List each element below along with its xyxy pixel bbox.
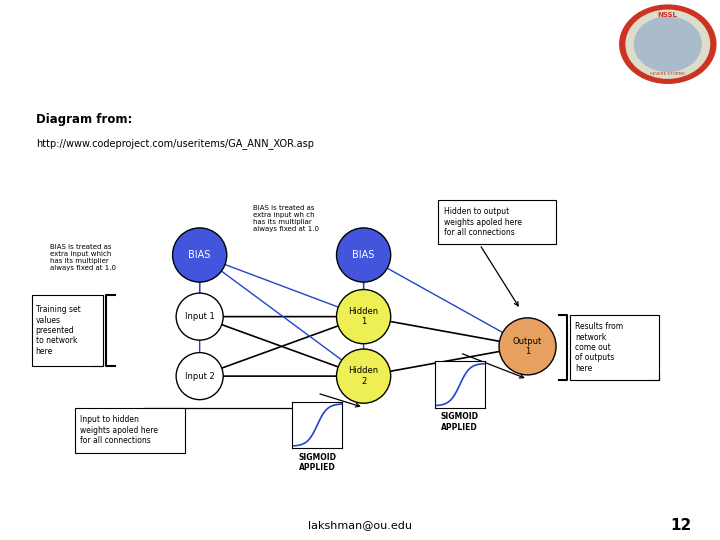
Text: BIAS is treated as
extra input wh ch
has its multipliar
always fixed at 1.0: BIAS is treated as extra input wh ch has… bbox=[253, 205, 319, 232]
Bar bbox=[75, 408, 185, 453]
Text: lakshman@ou.edu: lakshman@ou.edu bbox=[308, 520, 412, 530]
Text: BIAS is treated as
extra input which
has its multiplier
always fixed at 1.0: BIAS is treated as extra input which has… bbox=[50, 244, 116, 271]
Text: NSSL: NSSL bbox=[658, 12, 678, 18]
Ellipse shape bbox=[176, 293, 223, 340]
Text: BIAS: BIAS bbox=[352, 250, 375, 260]
Text: Hidden
1: Hidden 1 bbox=[348, 307, 379, 326]
Ellipse shape bbox=[336, 228, 391, 282]
Text: Input 1: Input 1 bbox=[185, 312, 215, 321]
Text: A example neural network: A example neural network bbox=[18, 35, 421, 64]
Text: Input 2: Input 2 bbox=[185, 372, 215, 381]
Bar bbox=[438, 200, 556, 245]
Text: Hidden to output
weights apoled here
for all connections: Hidden to output weights apoled here for… bbox=[444, 207, 522, 237]
Circle shape bbox=[626, 10, 709, 78]
Text: BIAS: BIAS bbox=[189, 250, 211, 260]
Ellipse shape bbox=[499, 318, 556, 375]
Text: 12: 12 bbox=[670, 517, 691, 532]
Circle shape bbox=[634, 17, 701, 71]
Ellipse shape bbox=[176, 353, 223, 400]
Text: Training set
values
presented
to network
here: Training set values presented to network… bbox=[36, 305, 81, 356]
Ellipse shape bbox=[173, 228, 227, 282]
Text: Diagram from:: Diagram from: bbox=[36, 113, 132, 126]
Text: Hidden
2: Hidden 2 bbox=[348, 367, 379, 386]
Text: SIGMOID
APPLIED: SIGMOID APPLIED bbox=[441, 412, 479, 431]
Circle shape bbox=[620, 5, 716, 83]
Text: http://www.codeproject.com/useritems/GA_ANN_XOR.asp: http://www.codeproject.com/useritems/GA_… bbox=[36, 138, 314, 149]
FancyBboxPatch shape bbox=[0, 79, 720, 517]
Ellipse shape bbox=[336, 349, 391, 403]
Text: Results from
network
come out
of outputs
here: Results from network come out of outputs… bbox=[575, 322, 623, 373]
Text: SEVERE STORMS: SEVERE STORMS bbox=[650, 72, 685, 76]
Bar bbox=[570, 314, 660, 380]
Bar bbox=[32, 295, 104, 366]
Ellipse shape bbox=[336, 289, 391, 344]
Text: Input to hidden
weights apoled here
for all connections: Input to hidden weights apoled here for … bbox=[81, 415, 158, 445]
Text: SIGMOID
APPLIED: SIGMOID APPLIED bbox=[298, 453, 336, 472]
Text: Output
1: Output 1 bbox=[513, 336, 542, 356]
